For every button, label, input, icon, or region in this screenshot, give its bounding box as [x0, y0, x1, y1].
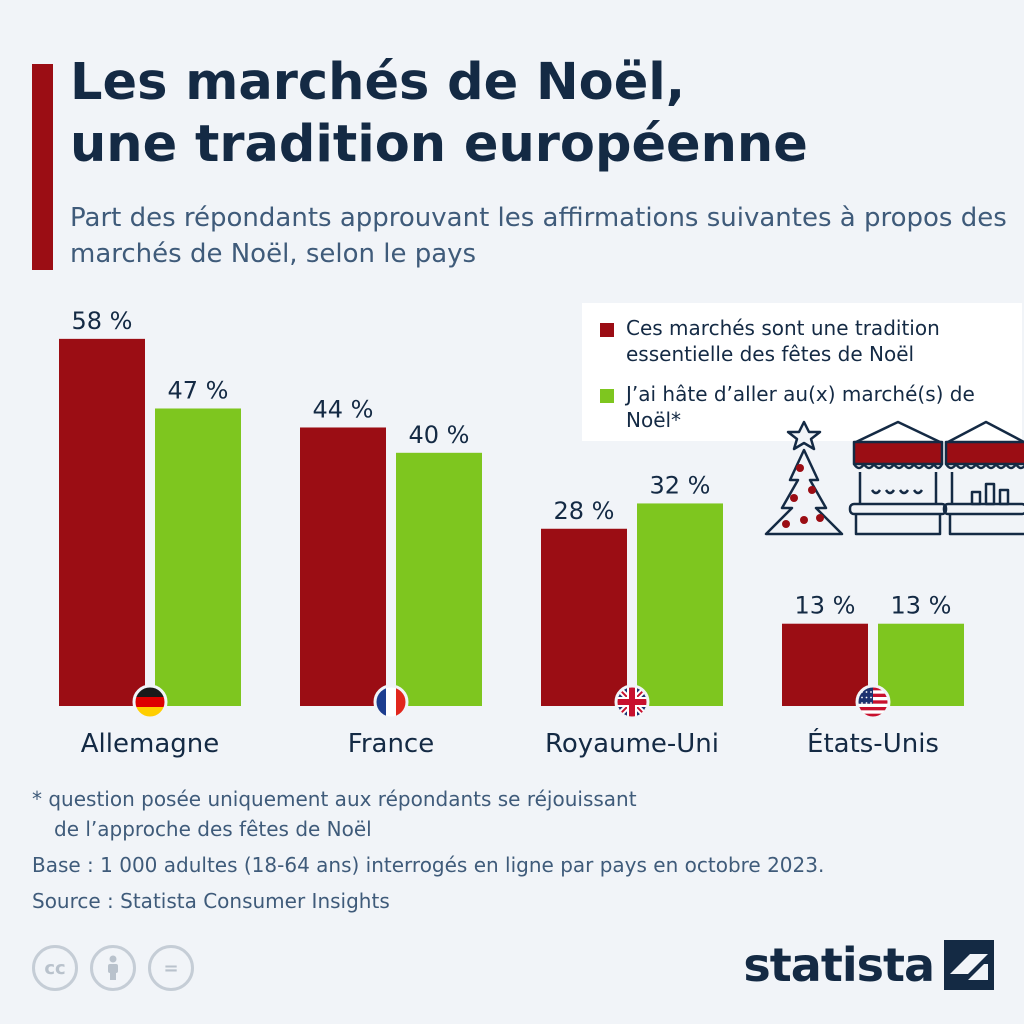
bar	[396, 452, 482, 706]
footnote-asterisk: * question posée uniquement aux répondan…	[32, 784, 1012, 844]
cc-icon-label: cc	[44, 957, 66, 979]
category-label: Allemagne	[81, 729, 219, 759]
statista-logo[interactable]: statista	[743, 938, 994, 992]
cc-icon[interactable]: cc	[32, 945, 78, 991]
category-label: France	[348, 729, 434, 759]
legend-label-looking-forward: J’ai hâte d’aller au(x) marché(s) de Noë…	[626, 382, 975, 432]
data-label: 13 %	[891, 592, 952, 620]
legend-swatch-looking-forward	[600, 389, 614, 403]
footnote-source: Source : Statista Consumer Insights	[32, 889, 390, 913]
category-label: Royaume-Uni	[545, 729, 719, 759]
footnotes: * question posée uniquement aux répondan…	[32, 784, 1012, 916]
title-line-1: Les marchés de Noël,	[70, 53, 686, 112]
data-label: 13 %	[795, 592, 856, 620]
page-title: Les marchés de Noël, une tradition europ…	[70, 52, 808, 176]
bar	[878, 623, 964, 706]
legend-swatch-tradition	[600, 323, 614, 337]
germany-flag-icon	[132, 684, 168, 720]
france-flag-icon	[373, 684, 409, 720]
title-line-2: une tradition européenne	[70, 115, 808, 174]
bar	[155, 408, 241, 706]
person-glyph	[108, 955, 118, 980]
brand-name: statista	[743, 938, 935, 992]
no-derivatives-icon[interactable]: =	[148, 945, 194, 991]
bar	[541, 528, 627, 706]
legend-item-looking-forward: J’ai hâte d’aller au(x) marché(s) de Noë…	[600, 381, 1006, 433]
footnote-asterisk-line-2: de l’approche des fêtes de Noël	[54, 817, 372, 841]
license-icons: cc =	[32, 945, 194, 991]
christmas-tree-icon	[764, 420, 844, 536]
category-label: États-Unis	[807, 727, 939, 759]
data-label: 28 %	[554, 497, 615, 525]
legend-item-tradition: Ces marchés sont une tradition essentiel…	[600, 315, 1006, 367]
data-label: 32 %	[650, 471, 711, 499]
christmas-market-icon	[764, 420, 1024, 536]
data-label: 44 %	[313, 395, 374, 423]
data-label: 47 %	[168, 376, 229, 404]
legend-label-tradition: Ces marchés sont une tradition essentiel…	[626, 316, 940, 366]
bar	[300, 427, 386, 706]
usa-flag-icon	[855, 684, 891, 720]
accent-bar	[32, 64, 53, 270]
uk-flag-icon	[614, 684, 650, 720]
bar	[637, 503, 723, 706]
bar	[59, 338, 145, 706]
market-stall-icon	[942, 420, 1024, 536]
attribution-icon[interactable]	[90, 945, 136, 991]
legend: Ces marchés sont une tradition essentiel…	[582, 303, 1022, 441]
data-label: 40 %	[409, 421, 470, 449]
statista-mark-icon	[944, 940, 994, 990]
market-stall-icon	[848, 420, 948, 536]
subtitle: Part des répondants approuvant les affir…	[70, 203, 1007, 269]
footnote-asterisk-line-1: * question posée uniquement aux répondan…	[32, 787, 637, 811]
footnote-base: Base : 1 000 adultes (18-64 ans) interro…	[32, 853, 825, 877]
bar	[782, 623, 868, 706]
data-label: 58 %	[72, 307, 133, 335]
no-derivatives-icon-label: =	[163, 957, 179, 979]
bar-chart: 58 % 47 % Allemagne 44 % 40 % France 28 % 32 % R…	[59, 307, 964, 759]
